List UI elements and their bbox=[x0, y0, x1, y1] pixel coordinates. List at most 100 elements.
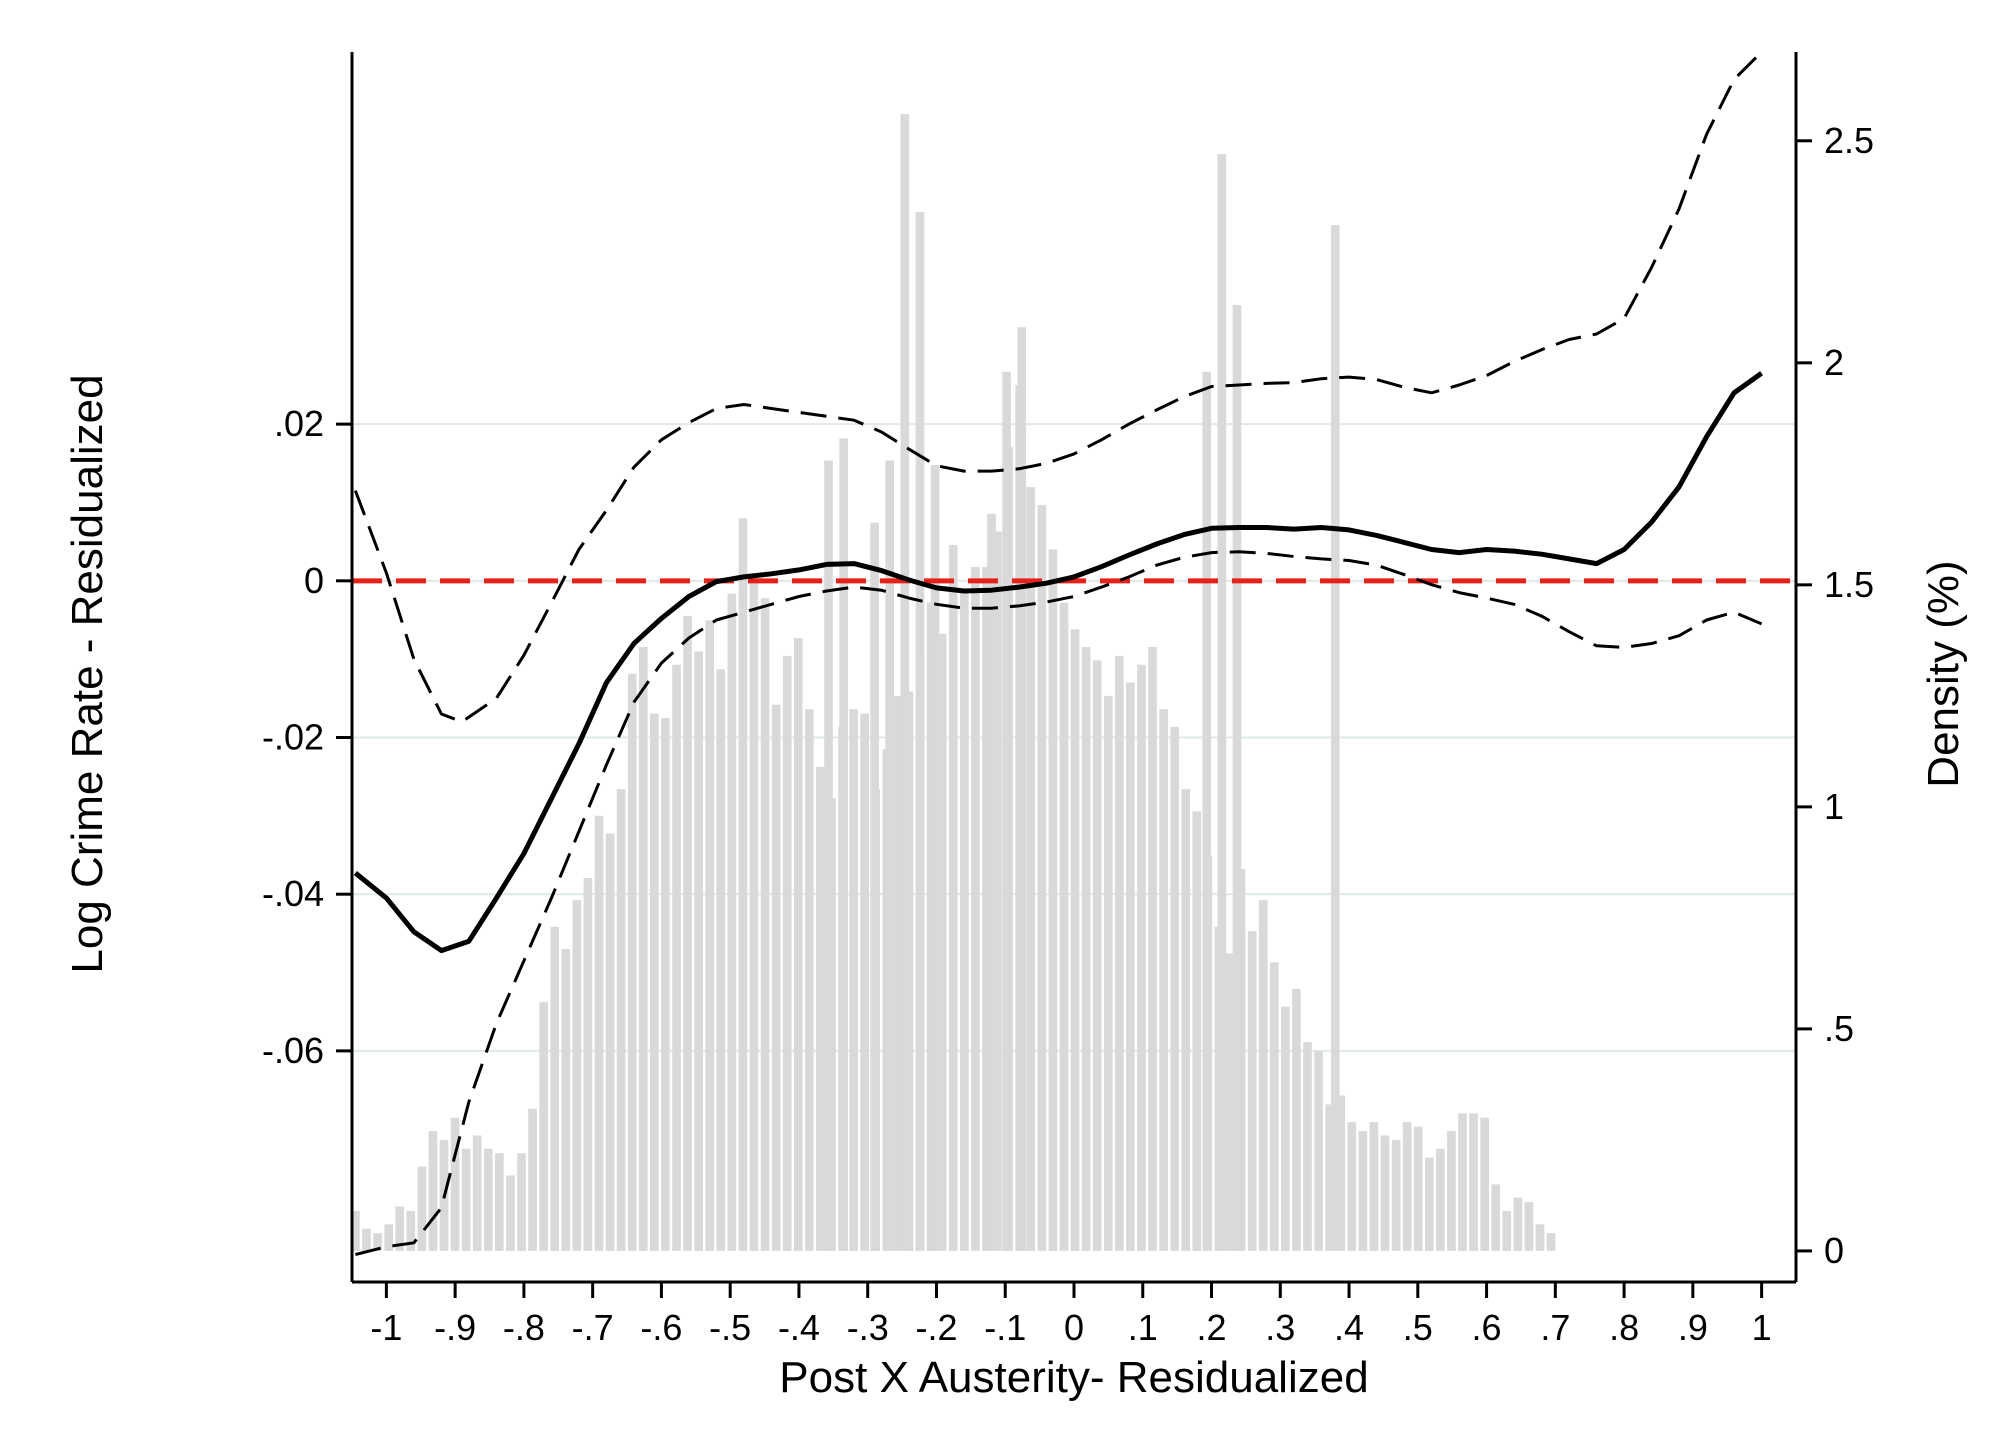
density-bar bbox=[705, 620, 715, 1251]
density-bar bbox=[1513, 1197, 1523, 1251]
x-tick-label: -.1 bbox=[984, 1307, 1026, 1348]
density-bar bbox=[1281, 1006, 1290, 1251]
density-bar bbox=[1292, 988, 1301, 1251]
density-bar bbox=[1314, 1051, 1323, 1251]
density-bar bbox=[1114, 655, 1124, 1251]
density-bar bbox=[1081, 647, 1091, 1251]
density-bar bbox=[960, 589, 969, 1251]
density-bar bbox=[1126, 682, 1135, 1251]
density-bar bbox=[1391, 1139, 1401, 1251]
density-bar bbox=[1092, 660, 1102, 1251]
density-bar-spike bbox=[824, 460, 833, 1251]
density-bar bbox=[860, 713, 870, 1251]
estimate-line bbox=[353, 371, 1764, 954]
density-bar bbox=[539, 1002, 548, 1251]
x-tick-label: -.7 bbox=[572, 1307, 614, 1348]
density-bar bbox=[1436, 1148, 1445, 1251]
density-bar bbox=[1037, 504, 1047, 1251]
density-bar bbox=[1480, 1117, 1489, 1251]
density-bar bbox=[650, 713, 659, 1251]
x-tick-label: -.5 bbox=[709, 1307, 751, 1348]
density-bar bbox=[760, 598, 770, 1251]
x-tick-label: .7 bbox=[1540, 1307, 1570, 1348]
density-bar bbox=[749, 575, 759, 1251]
density-bar bbox=[417, 1166, 427, 1251]
density-bar bbox=[528, 1108, 537, 1251]
density-bar bbox=[1192, 811, 1202, 1251]
density-bar bbox=[517, 1153, 526, 1251]
density-bar bbox=[1170, 726, 1179, 1251]
density-bar bbox=[406, 1210, 416, 1251]
density-bar bbox=[1369, 1122, 1379, 1251]
density-bar bbox=[849, 709, 858, 1251]
density-bar bbox=[461, 1148, 471, 1251]
density-bar bbox=[661, 718, 670, 1251]
y2-tick-label: 0 bbox=[1824, 1230, 1844, 1271]
density-bar-spike bbox=[870, 522, 879, 1251]
ticks: -1 -.9 -.8 -.7 -.6 -.5 -.4 -.3 -.2 -.1 0 .1 .2 .3 .4 .5… bbox=[262, 120, 1874, 1348]
x-tick-label: -.3 bbox=[847, 1307, 889, 1348]
density-bar bbox=[1103, 695, 1113, 1251]
x-tick-label: .2 bbox=[1197, 1307, 1227, 1348]
density-bar bbox=[627, 673, 637, 1251]
density-bar bbox=[428, 1131, 438, 1251]
y2-tick-label: 1 bbox=[1824, 786, 1844, 827]
density-bar bbox=[1137, 664, 1146, 1251]
density-bar-spike bbox=[1202, 371, 1212, 1251]
density-bar-spike bbox=[915, 211, 925, 1251]
density-bar-spike bbox=[839, 438, 848, 1251]
density-bar-spike bbox=[900, 114, 910, 1251]
lower-ci-line bbox=[355, 550, 1763, 1257]
x-tick-label: -.4 bbox=[778, 1307, 820, 1348]
x-tick-label: .9 bbox=[1678, 1307, 1708, 1348]
x-tick-label: -.6 bbox=[640, 1307, 682, 1348]
density-bar bbox=[1358, 1131, 1368, 1251]
density-bar bbox=[1048, 549, 1058, 1251]
density-bar bbox=[1447, 1131, 1456, 1251]
density-bar bbox=[1269, 962, 1279, 1251]
density-bar bbox=[1424, 1157, 1434, 1251]
density-bar bbox=[1059, 602, 1069, 1251]
density-bar bbox=[1413, 1126, 1423, 1251]
density-bar-spike bbox=[1232, 305, 1242, 1251]
density-bar-spike bbox=[1017, 327, 1027, 1251]
density-bar bbox=[550, 926, 560, 1251]
density-bar bbox=[1303, 1042, 1312, 1251]
density-bar bbox=[605, 833, 615, 1251]
density-bar-spike bbox=[885, 460, 895, 1251]
density-bar bbox=[1225, 953, 1235, 1251]
density-bar bbox=[351, 1210, 360, 1251]
x-tick-label: .3 bbox=[1265, 1307, 1295, 1348]
density-bar bbox=[1524, 1202, 1534, 1251]
density-bar-spike bbox=[1217, 154, 1227, 1251]
density-bar bbox=[738, 518, 748, 1251]
x-tick-label: 1 bbox=[1752, 1307, 1772, 1348]
density-bar bbox=[1325, 1104, 1334, 1251]
density-bar bbox=[362, 1228, 371, 1251]
y2-tick-label: .5 bbox=[1824, 1008, 1854, 1049]
x-tick-label: -.2 bbox=[915, 1307, 957, 1348]
density-bar bbox=[384, 1224, 393, 1251]
density-bar bbox=[1247, 931, 1257, 1251]
density-bar bbox=[1159, 709, 1168, 1251]
x-tick-label: .8 bbox=[1609, 1307, 1639, 1348]
density-bar-spike bbox=[987, 513, 996, 1251]
x-tick-label: -.8 bbox=[503, 1307, 545, 1348]
density-bar bbox=[1026, 487, 1036, 1251]
density-bar bbox=[893, 695, 903, 1251]
density-bar bbox=[472, 1135, 482, 1251]
density-bar bbox=[572, 900, 582, 1251]
y2-axis-title: Density (%) bbox=[1919, 560, 1968, 787]
density-bar bbox=[1148, 647, 1157, 1251]
density-bar bbox=[483, 1148, 493, 1251]
y2-tick-label: 2 bbox=[1824, 342, 1844, 383]
y-tick-label: -.06 bbox=[262, 1030, 324, 1071]
estimate-lines bbox=[353, 50, 1764, 1257]
density-bar bbox=[993, 531, 1002, 1251]
y2-tick-label: 2.5 bbox=[1824, 120, 1874, 161]
y2-tick-label: 1.5 bbox=[1824, 564, 1874, 605]
density-bar bbox=[1347, 1122, 1357, 1251]
upper-ci-line bbox=[353, 50, 1763, 724]
density-bar bbox=[683, 615, 692, 1251]
density-bar bbox=[1258, 900, 1268, 1251]
